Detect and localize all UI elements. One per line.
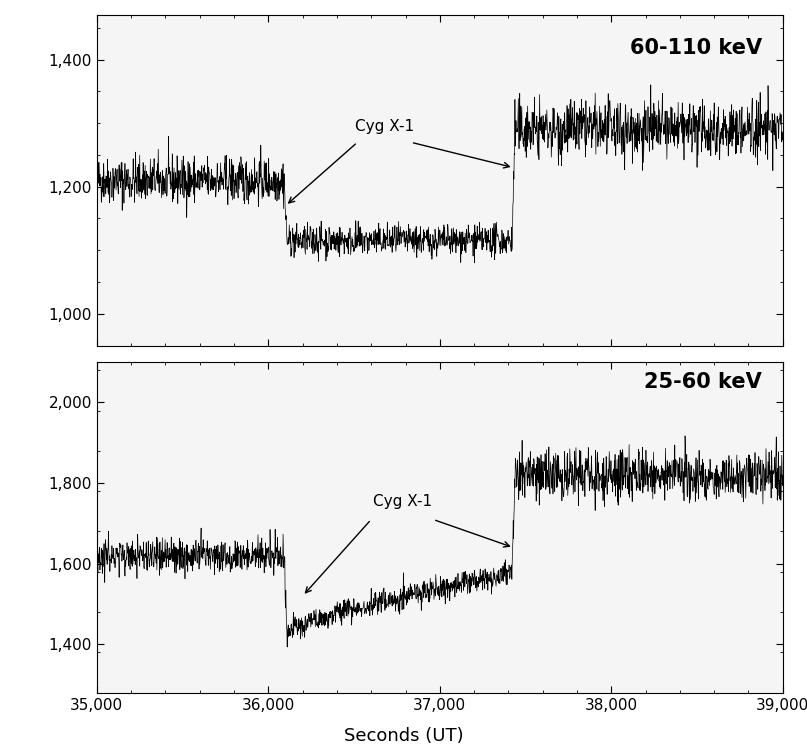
Text: 60-110 keV: 60-110 keV <box>630 38 762 58</box>
Text: Seconds (UT): Seconds (UT) <box>344 727 463 745</box>
Text: Cyg X-1: Cyg X-1 <box>373 494 432 509</box>
Text: Cyg X-1: Cyg X-1 <box>354 119 414 134</box>
Text: 25-60 keV: 25-60 keV <box>645 372 762 392</box>
